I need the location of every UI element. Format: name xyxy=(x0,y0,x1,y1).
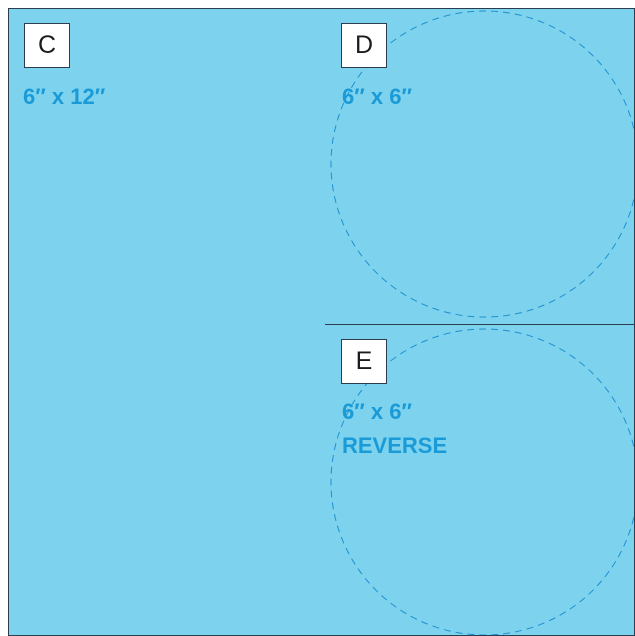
panel-c-size-label: 6″ x 12″ xyxy=(23,80,105,114)
panel-d-size-label: 6″ x 6″ xyxy=(342,80,412,114)
panel-d-letter: D xyxy=(341,23,387,68)
panel-d: D 6″ x 6″ xyxy=(325,8,635,325)
panel-e: E 6″ x 6″ REVERSE xyxy=(325,324,635,636)
panel-e-size: 6″ x 6″ xyxy=(342,399,413,424)
panel-c-size: 6″ x 12″ xyxy=(23,84,106,109)
panel-c: C 6″ x 12″ xyxy=(8,8,326,636)
panel-c-letter: C xyxy=(24,23,70,68)
panel-d-size: 6″ x 6″ xyxy=(342,84,413,109)
panel-e-size-label: 6″ x 6″ REVERSE xyxy=(342,395,447,463)
panel-e-letter: E xyxy=(341,339,387,384)
panel-e-note: REVERSE xyxy=(342,433,448,458)
